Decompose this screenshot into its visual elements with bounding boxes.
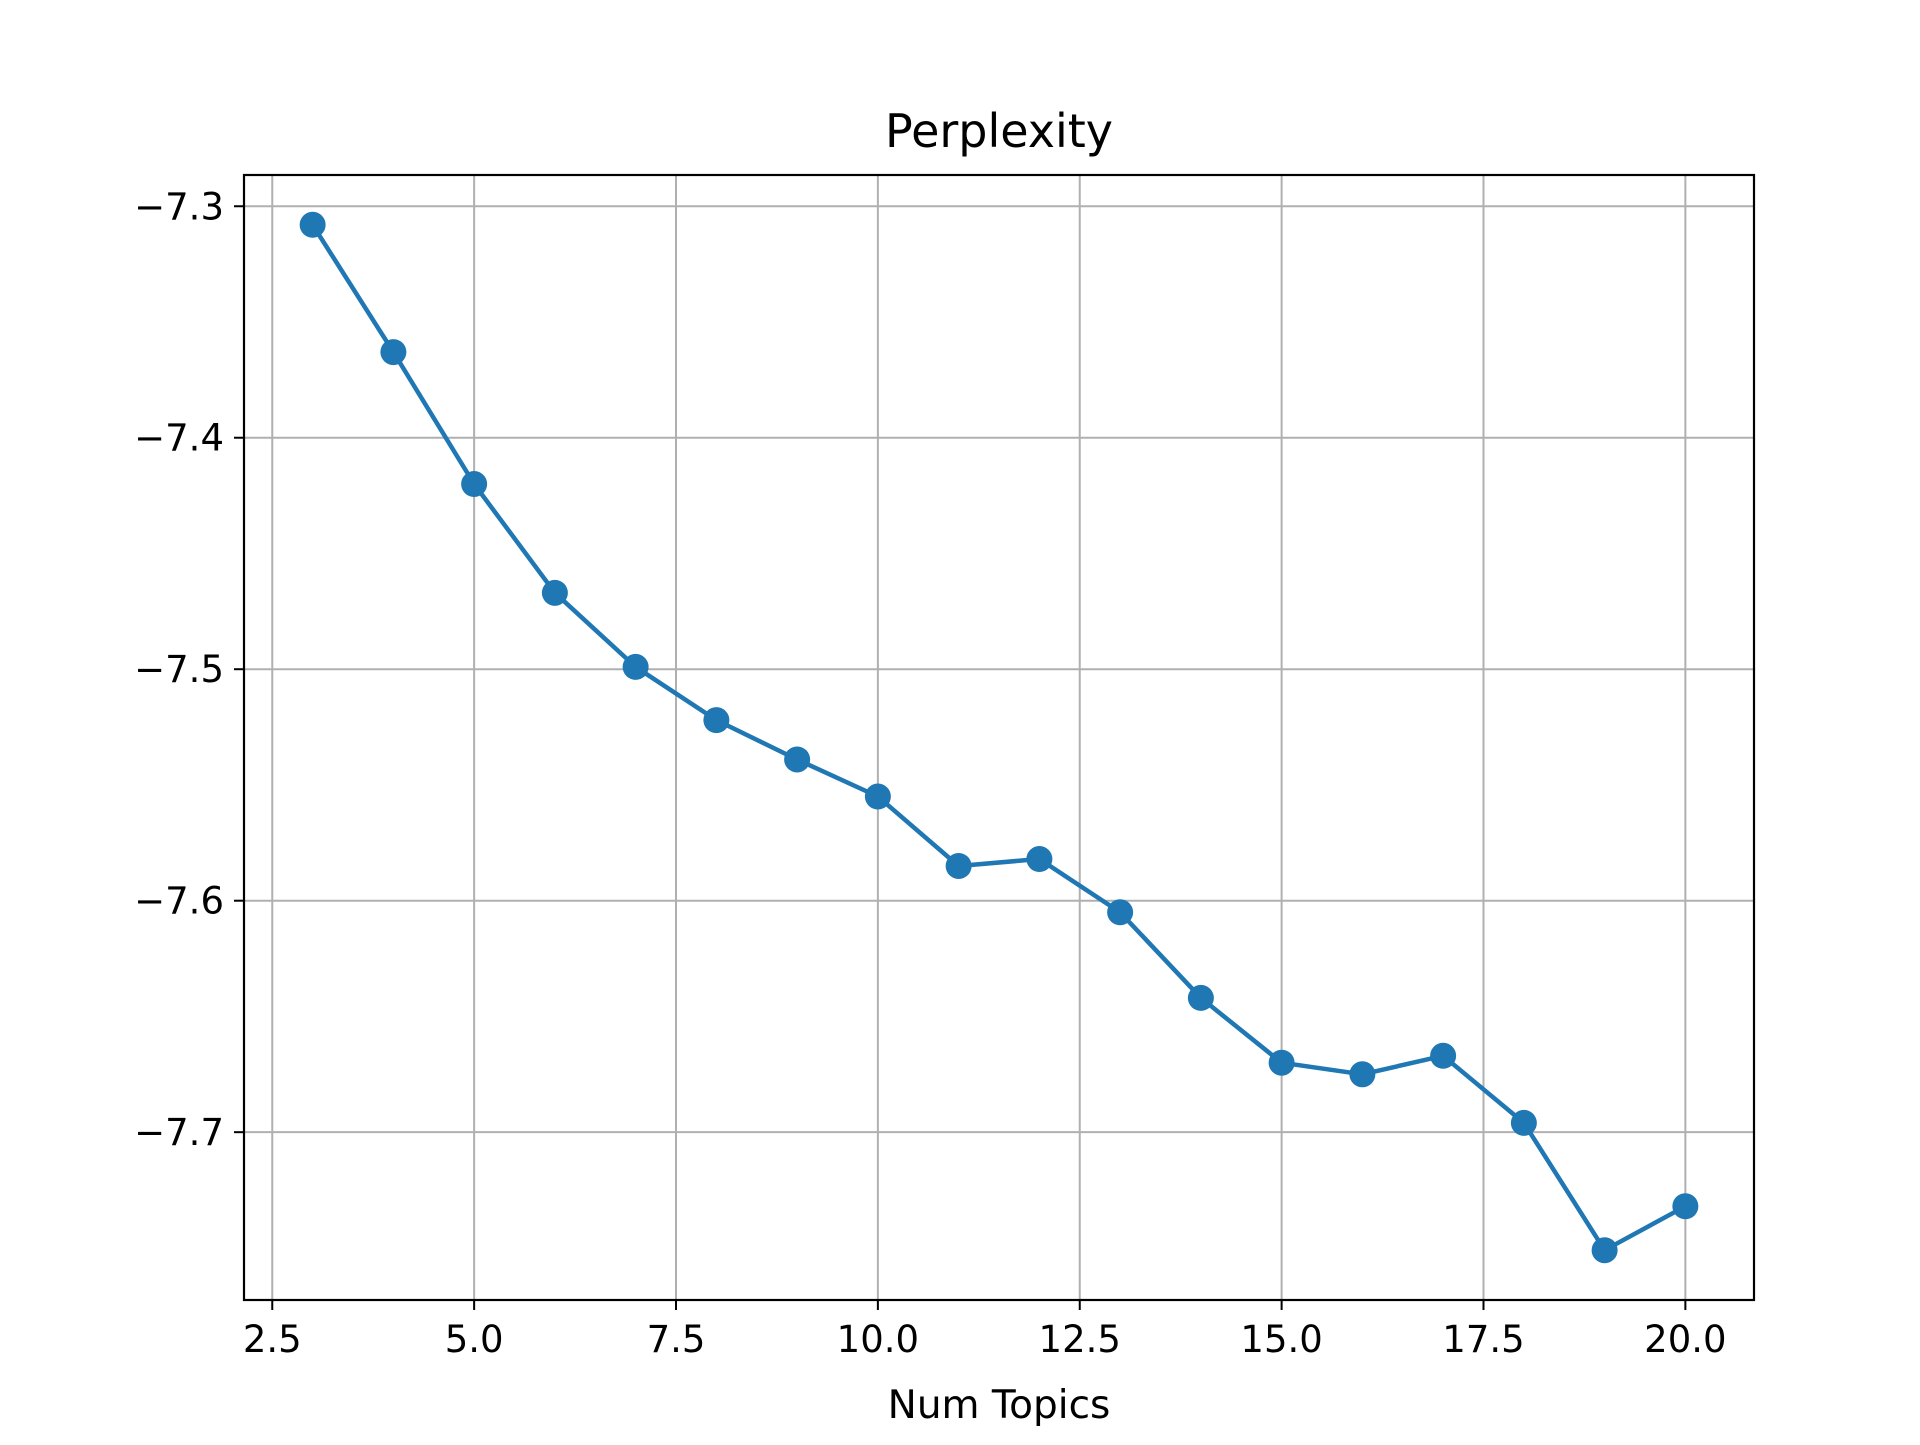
y-tick-label: −7.4 <box>134 417 224 460</box>
x-tick-label: 7.5 <box>647 1318 706 1361</box>
x-tick-label: 17.5 <box>1442 1318 1524 1361</box>
y-tick-label: −7.6 <box>134 880 224 923</box>
data-point <box>864 783 891 810</box>
x-tick-label: 10.0 <box>837 1318 919 1361</box>
x-tick-label: 2.5 <box>243 1318 302 1361</box>
data-point <box>1510 1109 1537 1136</box>
y-tick-label: −7.3 <box>134 185 224 228</box>
ticks: 2.5 5.0 7.5 10.0 12.5 15.0 17.5 20.0 −7.3 −7.4 −7.… <box>134 185 1726 1361</box>
series-line <box>310 223 1687 1253</box>
x-tick-label: 12.5 <box>1039 1318 1121 1361</box>
data-point <box>703 707 730 734</box>
x-tick-label: 5.0 <box>445 1318 504 1361</box>
data-point <box>1187 984 1214 1011</box>
data-point <box>461 471 488 498</box>
data-point <box>299 211 326 238</box>
data-point <box>1107 899 1134 926</box>
series-layer <box>299 211 1699 1264</box>
grid-lines <box>244 175 1754 1300</box>
data-point <box>1430 1042 1457 1069</box>
plot-frame <box>242 173 1756 1302</box>
data-point <box>945 852 972 879</box>
data-point <box>1591 1237 1618 1264</box>
x-tick-label: 15.0 <box>1240 1318 1322 1361</box>
y-tick-label: −7.7 <box>134 1111 224 1154</box>
x-tick-label: 20.0 <box>1644 1318 1726 1361</box>
data-point <box>380 339 407 366</box>
data-point <box>1672 1193 1699 1220</box>
data-point <box>1349 1061 1376 1088</box>
chart-title: Perplexity <box>885 104 1113 158</box>
data-point <box>622 653 649 680</box>
data-point <box>1268 1049 1295 1076</box>
x-axis-label: Num Topics <box>888 1383 1111 1428</box>
y-tick-label: −7.5 <box>134 648 224 691</box>
data-point <box>784 746 811 773</box>
data-point <box>541 579 568 606</box>
data-point <box>1026 846 1053 873</box>
